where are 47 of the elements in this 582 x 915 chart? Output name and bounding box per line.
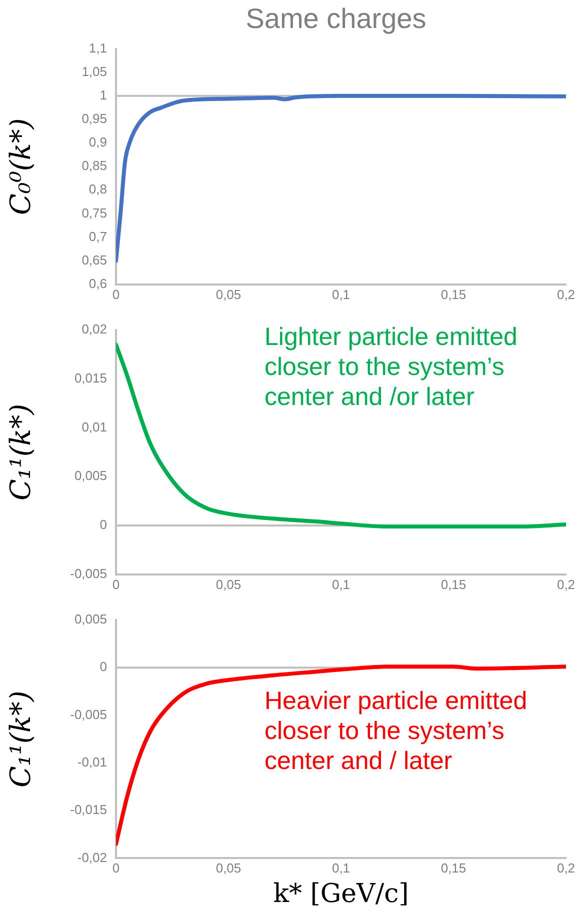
annotation: Heavier particle emitted closer to the system’s center and / later [264, 686, 528, 776]
y-tick-label: 0 [100, 517, 107, 532]
y-tick-label: -0,015 [70, 802, 107, 818]
x-tick-label: 0 [112, 286, 120, 302]
y-tick-label: 0,9 [88, 134, 107, 150]
annotation: Lighter particle emitted closer to the system’s center and /or later [264, 322, 518, 412]
y-tick-label: 0,85 [82, 158, 107, 174]
y-axis-title: C₁¹(k*) [4, 404, 38, 501]
y-tick-label: 1 [100, 88, 107, 102]
y-tick-label: 0,75 [82, 205, 107, 220]
x-tick-label: 0 [112, 860, 120, 876]
line-series [116, 94, 566, 263]
chart-title: Same charges [244, 2, 428, 36]
y-tick-label: 0,8 [88, 182, 107, 197]
x-tick-label: 0,15 [440, 860, 466, 876]
y-tick-label: 0,02 [82, 322, 107, 337]
x-tick-label: 0,1 [332, 860, 350, 876]
x-tick-label: 0,15 [440, 286, 466, 302]
x-tick-label: 0,05 [216, 576, 242, 592]
y-tick-label: 0,015 [74, 370, 107, 386]
y-tick-label: 0,005 [74, 612, 107, 627]
x-tick-label: 0,2 [556, 576, 576, 592]
y-tick-label: -0,01 [77, 754, 107, 770]
x-tick-label: 0,05 [216, 286, 242, 302]
y-axis-title: C₁¹(k*) [4, 690, 38, 788]
y-tick-label: 0,01 [82, 419, 107, 434]
y-tick-label: 0,005 [74, 468, 107, 484]
y-tick-label: 1,1 [88, 40, 107, 56]
y-tick-label: 0,95 [82, 111, 107, 126]
y-axis-title: C₀⁰(k*) [4, 118, 38, 215]
y-tick-label: -0,005 [70, 706, 107, 722]
x-tick-label: 0,05 [216, 860, 242, 876]
y-tick-label: 0,65 [82, 252, 107, 268]
x-tick-label: 0,1 [332, 576, 350, 592]
x-tick-label: 0 [112, 576, 120, 592]
y-tick-label: 0,6 [88, 276, 107, 291]
x-tick-label: 0,2 [556, 860, 576, 876]
y-tick-label: 1,05 [82, 64, 107, 79]
y-tick-label: 0,7 [88, 228, 107, 244]
y-tick-label: -0,02 [77, 850, 107, 865]
x-axis-title: k* [GeV/c] [273, 879, 409, 910]
x-tick-label: 0,2 [556, 286, 576, 302]
y-tick-label: -0,005 [70, 566, 107, 581]
x-tick-label: 0,15 [440, 576, 466, 592]
line-series [116, 664, 566, 846]
y-tick-label: 0 [100, 659, 107, 674]
x-tick-label: 0,1 [332, 286, 350, 302]
